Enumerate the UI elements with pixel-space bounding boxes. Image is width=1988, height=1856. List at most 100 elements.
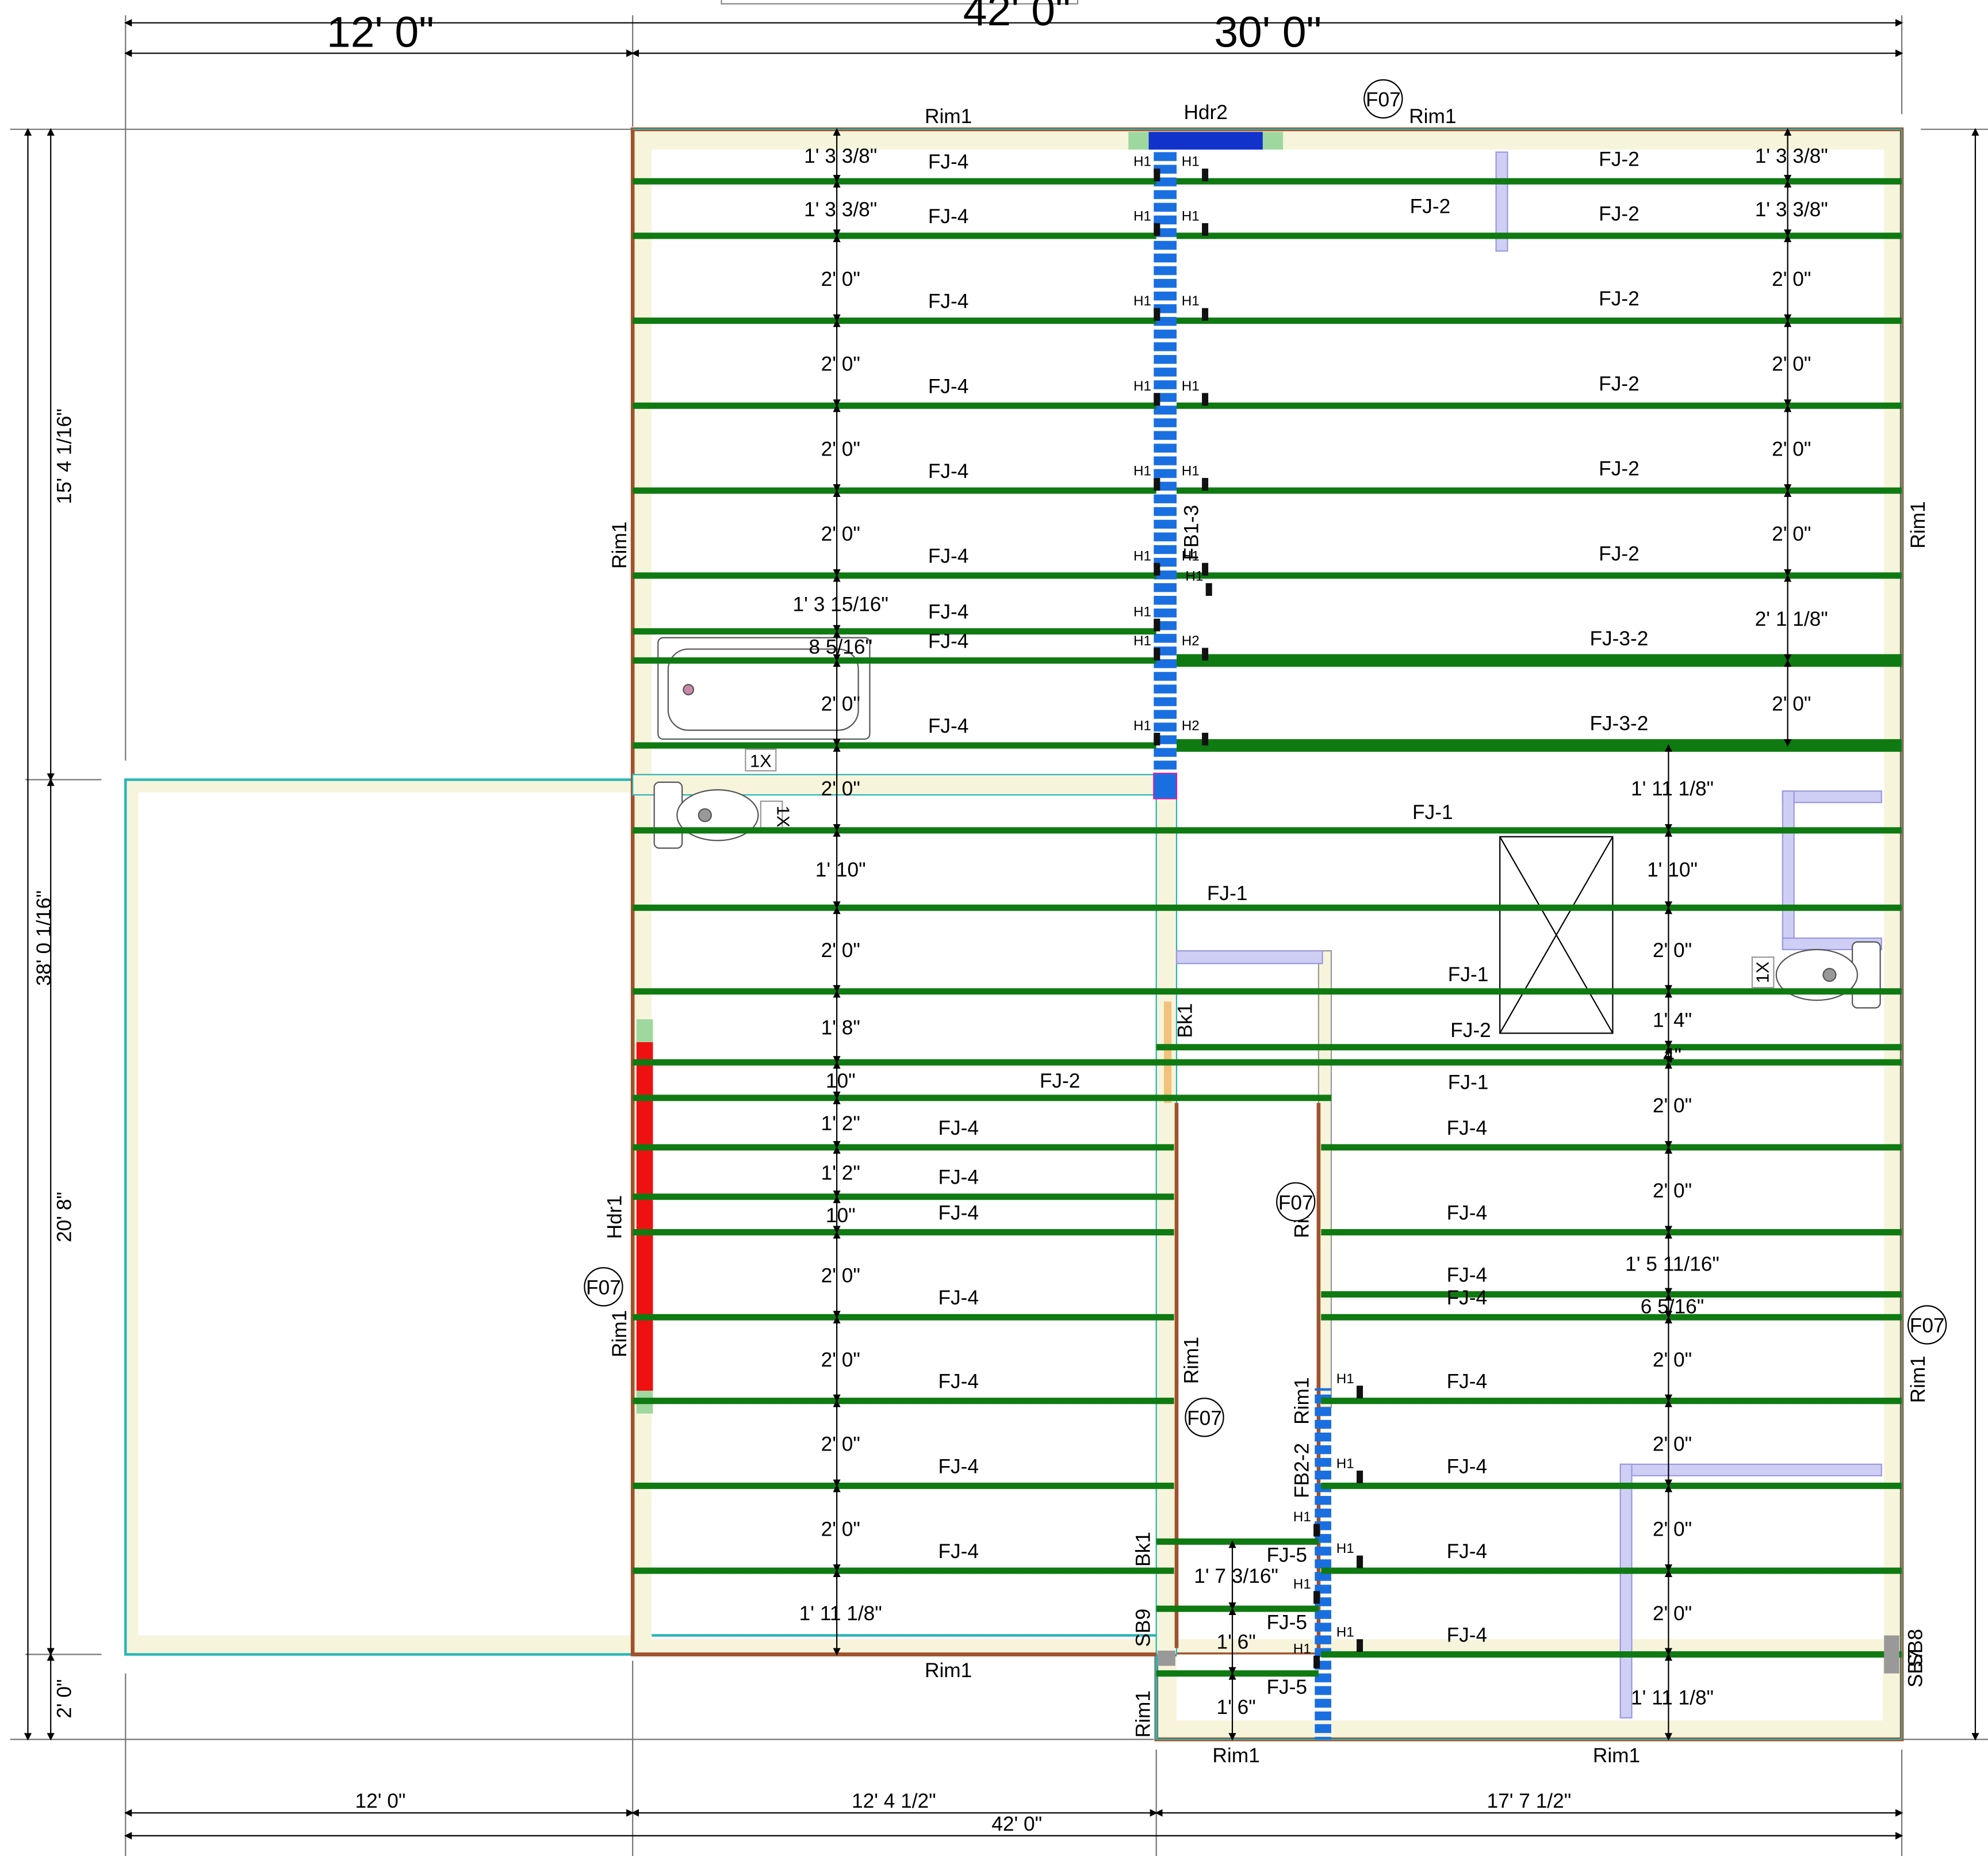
joist-upper-right-label-5: FJ-2 bbox=[1599, 542, 1640, 565]
dim-mid-right-4-label: 4" bbox=[1663, 1044, 1681, 1067]
rim-bottom-left: Rim1 bbox=[925, 1659, 972, 1682]
dim-upper-left-4-label: 2' 0" bbox=[821, 438, 860, 460]
hanger-upper-left-4-mark bbox=[1154, 477, 1160, 491]
f07-callout-label-4: F07 bbox=[1187, 1407, 1222, 1430]
dim-lower-left-3-label: 2' 0" bbox=[821, 1265, 860, 1287]
hanger-lower-right-7-mark bbox=[1357, 1639, 1363, 1652]
hanger-upper-right-2-mark bbox=[1202, 308, 1209, 321]
f07-callout-label-3: F07 bbox=[1910, 1315, 1945, 1337]
joist-lower-right-label-5: FJ-4 bbox=[1447, 1455, 1488, 1478]
f07-callout-label-0: F07 bbox=[1366, 89, 1401, 111]
joist-upper-right-label-3: FJ-2 bbox=[1599, 373, 1640, 395]
joist-lower-left-label-5: FJ-4 bbox=[938, 1455, 979, 1478]
dim-upper-right-7-label: 2' 0" bbox=[1772, 692, 1811, 715]
joist-upper-left-label-0: FJ-4 bbox=[928, 151, 969, 173]
header-hdr1 bbox=[636, 1042, 653, 1391]
label-sb7: SB7 bbox=[1904, 1649, 1926, 1687]
hanger-upper-right-4: H1 bbox=[1182, 464, 1200, 479]
hanger-upper-left-3-mark bbox=[1154, 393, 1160, 406]
header-hdr2 bbox=[1148, 132, 1263, 150]
dim-lower-left-1-label: 1' 2" bbox=[821, 1162, 860, 1184]
left-bottom-dim: 2' 0" bbox=[53, 1679, 75, 1719]
dim-upper-right-2-label: 2' 0" bbox=[1772, 268, 1811, 290]
joist-lower-left-label-0: FJ-4 bbox=[938, 1117, 979, 1139]
label-fb1: FB1-3 bbox=[1180, 505, 1202, 560]
hanger-upper-left-1: H1 bbox=[1133, 209, 1151, 224]
f07-callout-label-1: F07 bbox=[1278, 1192, 1313, 1214]
hanger-upper-right-3: H1 bbox=[1182, 378, 1200, 394]
bottom-mid-dim: 12' 4 1/2" bbox=[852, 1790, 936, 1812]
dim-lower-right-3-label: 6 5/16" bbox=[1641, 1296, 1704, 1318]
f07-callouts: F07 F07 F07 F07 F07 bbox=[584, 79, 1947, 1437]
dim-upper-right-0-label: 1' 3 3/8" bbox=[1755, 145, 1828, 167]
rim-stair-left: Rim1 bbox=[1180, 1337, 1202, 1384]
joist-lower-left-label-3: FJ-4 bbox=[938, 1287, 979, 1309]
dim-upper-left-7-label: 8 5/16" bbox=[809, 636, 872, 658]
hanger-upper-right-1: H1 bbox=[1182, 209, 1200, 224]
left-upper-dim: 15' 4 1/16" bbox=[53, 408, 75, 504]
hanger-upper-right-6: H2 bbox=[1182, 633, 1200, 649]
dim-lower-left-4-label: 2' 0" bbox=[821, 1349, 860, 1371]
joist-full-label-3: FJ-2 bbox=[1450, 1019, 1491, 1042]
hanger-stair-2-mark bbox=[1313, 1655, 1320, 1669]
dim-stair-0-label: 1' 7 3/16" bbox=[1194, 1565, 1278, 1587]
hanger-lower-right-4: H1 bbox=[1336, 1371, 1354, 1387]
joist-full-label-5: FJ-2 bbox=[1040, 1070, 1081, 1092]
hanger-upper-left-8: H1 bbox=[1133, 718, 1151, 734]
label-hdr2: Hdr2 bbox=[1183, 101, 1227, 124]
joist-lower-right-label-1: FJ-4 bbox=[1447, 1201, 1488, 1224]
joist-stair-label-0: FJ-5 bbox=[1267, 1544, 1308, 1567]
hanger-upper-right-0-mark bbox=[1202, 169, 1209, 182]
dim-lower-left-2-label: 10" bbox=[826, 1204, 856, 1227]
hanger-upper-left-7: H1 bbox=[1133, 633, 1151, 649]
hanger-upper-left-7-mark bbox=[1154, 648, 1160, 661]
bottom-right-dim: 17' 7 1/2" bbox=[1487, 1790, 1572, 1812]
hanger-upper-right-4-mark bbox=[1202, 477, 1209, 491]
fixture-tag-toilet-left: 1X bbox=[773, 806, 793, 828]
joist-stair-label-1: FJ-5 bbox=[1267, 1611, 1308, 1633]
joist-upper-left-label-6: FJ-4 bbox=[928, 601, 969, 623]
fixture-tags: 1X 1X 1X bbox=[745, 748, 1775, 989]
joist-lower-right-label-4: FJ-4 bbox=[1447, 1371, 1488, 1393]
top-total-dim: 42' 0" bbox=[963, 0, 1071, 35]
joist-lower-right-label-0: FJ-4 bbox=[1447, 1117, 1488, 1139]
dim-mid-right-1-label: 1' 10" bbox=[1647, 859, 1698, 881]
label-bk1-b: Bk1 bbox=[1132, 1532, 1155, 1567]
hanger-fb1-mid-mark bbox=[1205, 583, 1212, 596]
hanger-upper-right-2: H1 bbox=[1182, 293, 1200, 309]
dim-lower-right-6-label: 2' 0" bbox=[1653, 1518, 1692, 1540]
joist-upper-left-label-5: FJ-4 bbox=[928, 545, 969, 568]
hanger-upper-right-6-mark bbox=[1202, 648, 1209, 661]
joist-lower-left-label-1: FJ-4 bbox=[938, 1166, 979, 1189]
dim-mid-right-3-label: 1' 4" bbox=[1653, 1009, 1692, 1031]
rim-right-lower: Rim1 bbox=[1907, 1356, 1929, 1403]
dim-lower-left-5-label: 2' 0" bbox=[821, 1433, 860, 1456]
dim-upper-left-0-label: 1' 3 3/8" bbox=[804, 145, 877, 167]
dim-lower-left-7-label: 1' 11 1/8" bbox=[799, 1602, 882, 1625]
title-box bbox=[721, 0, 1079, 5]
main-building-walls bbox=[630, 127, 1904, 1742]
joist-lower-right-label-6: FJ-4 bbox=[1447, 1540, 1488, 1563]
hanger-stair-2: H1 bbox=[1293, 1641, 1311, 1656]
dim-mid-right-0-label: 1' 11 1/8" bbox=[1631, 778, 1714, 800]
hanger-upper-left-3: H1 bbox=[1133, 378, 1151, 394]
label-sb9: SB9 bbox=[1132, 1609, 1155, 1647]
hanger-upper-right-5-mark bbox=[1202, 562, 1209, 576]
dim-lower-right-4-label: 2' 0" bbox=[1653, 1349, 1692, 1371]
hanger-lower-right-5: H1 bbox=[1336, 1456, 1354, 1472]
bottom-dimensions bbox=[124, 1809, 1903, 1840]
dim-lower-left-0-label: 1' 2" bbox=[821, 1112, 860, 1135]
opening-x-box bbox=[1499, 836, 1614, 1034]
squash-block-sb9 bbox=[1157, 1650, 1175, 1666]
joist-upper-right-label-2: FJ-2 bbox=[1599, 288, 1640, 310]
dim-lower-left-6-label: 2' 0" bbox=[821, 1518, 860, 1540]
left-total-dim: 38' 0 1/16" bbox=[33, 890, 55, 986]
f07-callout-circle-0 bbox=[1363, 79, 1403, 119]
hangers: H1 H1 H1 H1 H1 H1 H1 H1 H1 H1 H1 H1 H1 H1 H1 H2 H2 H1 H1 H1… bbox=[1133, 154, 1363, 1669]
dim-mid-right-2-label: 2' 0" bbox=[1653, 939, 1692, 962]
joist-lower-right-label-2: FJ-4 bbox=[1447, 1264, 1488, 1286]
dim-upper-left-6-label: 1' 3 15/16" bbox=[793, 593, 888, 615]
joist-upper-right-label-6: FJ-3-2 bbox=[1589, 627, 1648, 650]
joist-upper-right-label-1: FJ-2 bbox=[1599, 203, 1640, 225]
flush-beam-fb1 bbox=[1153, 150, 1178, 799]
